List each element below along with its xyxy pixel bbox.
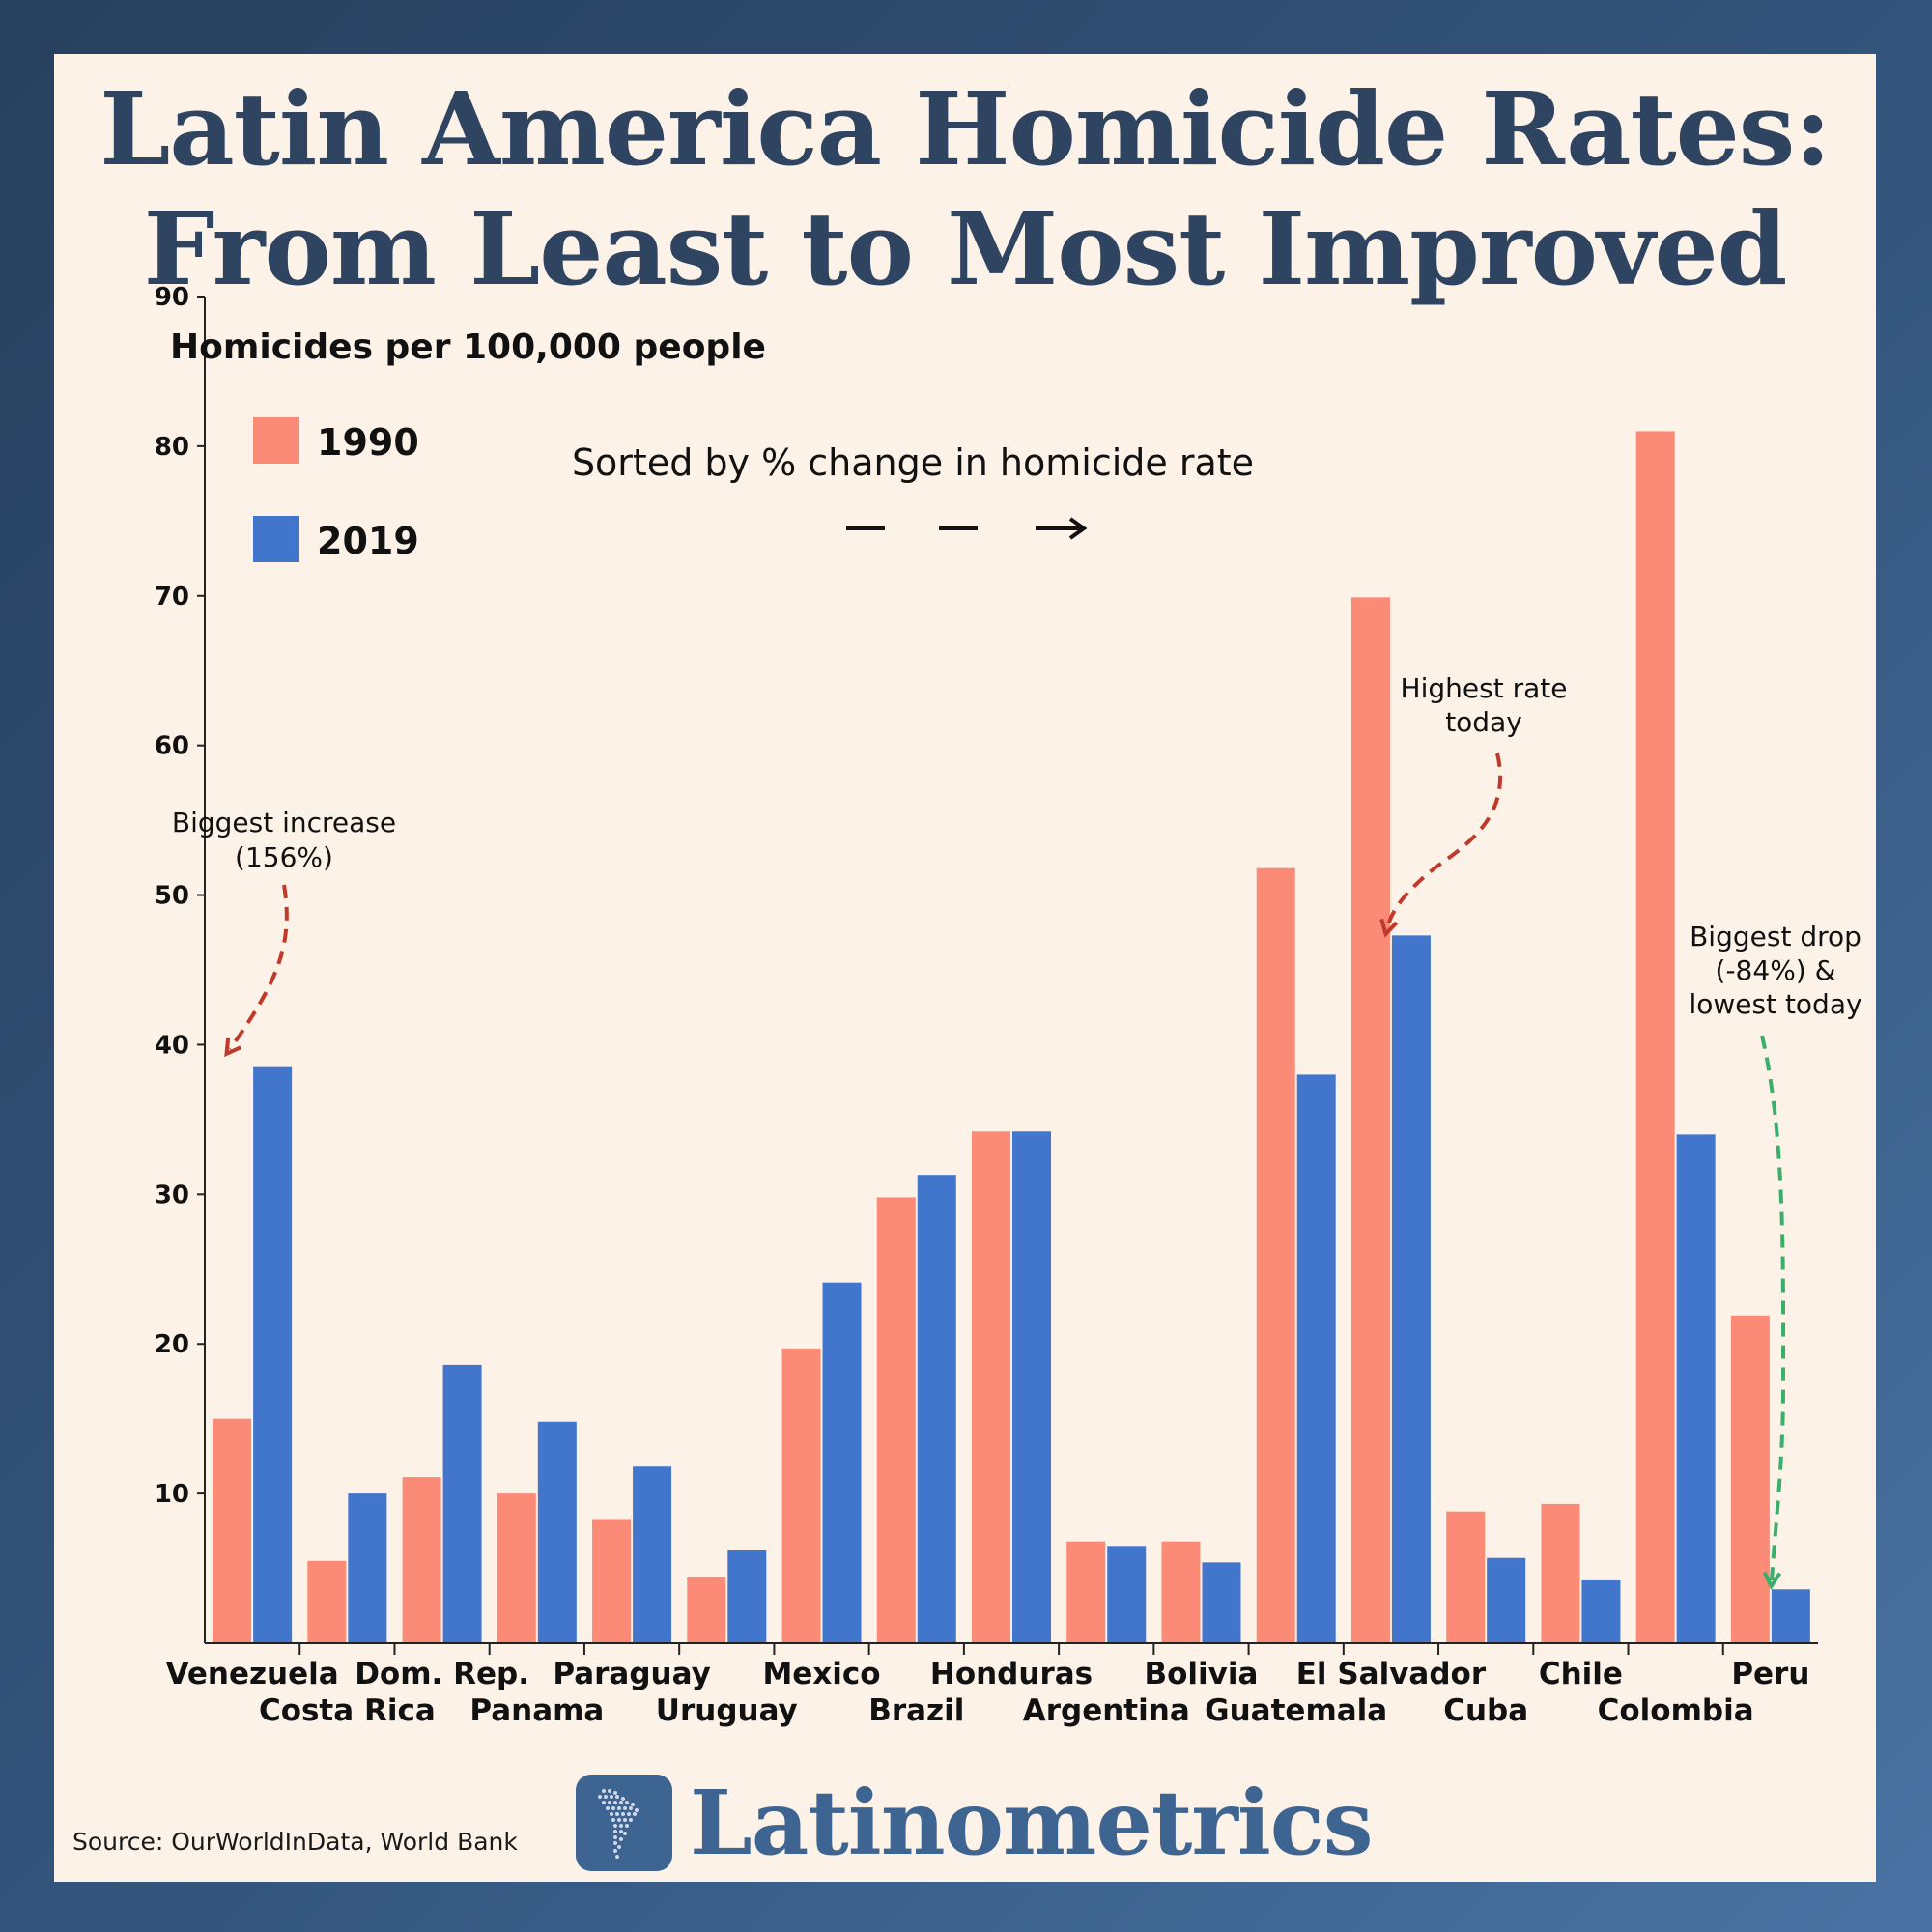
bar-1990-paraguay: [592, 1519, 632, 1643]
bar-2019-bolivia: [1202, 1562, 1241, 1643]
bar-1990-bolivia: [1161, 1541, 1201, 1643]
annotation-biggest-increase: Biggest increase (156%): [172, 807, 396, 1058]
bar-2019-honduras: [1012, 1131, 1051, 1643]
y-tick-label: 70: [155, 582, 189, 611]
x-label-paraguay: Paraguay: [553, 1657, 710, 1691]
x-label-colombia: Colombia: [1598, 1693, 1754, 1728]
brand-logo: Latinometrics: [576, 1770, 1374, 1876]
bar-1990-colombia: [1635, 431, 1675, 1643]
bar-2019-colombia: [1676, 1134, 1716, 1643]
bar-1990-honduras: [972, 1131, 1010, 1643]
bar-2019-brazil: [917, 1175, 956, 1643]
annotation-drop-line1: Biggest drop: [1690, 921, 1861, 952]
annotation-highest-line2: today: [1445, 706, 1522, 738]
x-label-mexico: Mexico: [762, 1657, 880, 1691]
bar-2019-mexico: [822, 1282, 862, 1643]
bar-2019-paraguay: [633, 1466, 672, 1643]
bar-1990-costa-rica: [307, 1560, 347, 1643]
bar-1990-mexico: [781, 1348, 821, 1643]
y-tick-label: 30: [155, 1180, 189, 1209]
x-label-chile: Chile: [1539, 1657, 1623, 1691]
annotation-increase-arrow: [224, 884, 289, 1058]
y-tick-label: 20: [155, 1330, 189, 1359]
x-label-peru: Peru: [1731, 1657, 1809, 1691]
infographic-card: Latin America Homicide Rates: From Least…: [54, 54, 1876, 1882]
x-label-panama: Panama: [469, 1693, 604, 1728]
x-label-uruguay: Uruguay: [656, 1693, 798, 1728]
bar-1990-uruguay: [687, 1577, 726, 1643]
source-note: Source: OurWorldInData, World Bank: [72, 1828, 518, 1856]
legend-label-1990: 1990: [317, 421, 419, 464]
y-tick-label: 60: [155, 732, 189, 761]
bar-1990-argentina: [1066, 1541, 1106, 1643]
annotation-drop-line3: lowest today: [1689, 988, 1861, 1020]
y-axis-label: Homicides per 100,000 people: [170, 327, 766, 367]
bar-1990-dom-rep-: [402, 1477, 441, 1643]
bar-2019-uruguay: [727, 1549, 767, 1643]
bar-2019-argentina: [1107, 1546, 1147, 1643]
annotation-biggest-drop: Biggest drop (-84%) & lowest today: [1689, 921, 1862, 1591]
x-label-venezuela: Venezuela: [166, 1657, 339, 1691]
chart-subtitle: Sorted by % change in homicide rate: [572, 441, 1254, 484]
brand-name: Latinometrics: [690, 1771, 1374, 1875]
legend-swatch-1990: [253, 417, 299, 464]
y-ticks-layer: 10 20 30 40 50 60 70 80 90: [155, 283, 205, 1509]
x-label-guatemala: Guatemala: [1205, 1693, 1387, 1728]
bar-2019-panama: [537, 1421, 577, 1643]
legend-swatch-2019: [253, 516, 299, 562]
bar-2019-venezuela: [253, 1066, 293, 1643]
legend-label-2019: 2019: [317, 520, 419, 562]
bar-2019-cuba: [1487, 1557, 1526, 1643]
sort-direction-arrow: [846, 517, 1088, 540]
y-tick-label: 10: [155, 1480, 189, 1509]
bar-1990-el-salvador: [1350, 597, 1390, 1643]
x-label-costa-rica: Costa Rica: [259, 1693, 436, 1728]
x-label-el-salvador: El Salvador: [1296, 1657, 1487, 1691]
annotation-drop-line2: (-84%) &: [1716, 954, 1836, 986]
annotation-highest-arrow: [1379, 753, 1503, 938]
annotation-increase-line1: Biggest increase: [172, 807, 396, 838]
title-line-2: From Least to Most Improved: [143, 189, 1788, 308]
annotation-increase-line2: (156%): [235, 841, 333, 873]
bar-2019-peru: [1771, 1589, 1810, 1643]
bar-1990-brazil: [876, 1197, 916, 1643]
bar-1990-venezuela: [213, 1418, 252, 1643]
bar-1990-guatemala: [1256, 867, 1295, 1643]
x-label-dom-rep-: Dom. Rep.: [355, 1657, 529, 1691]
y-tick-label: 80: [155, 433, 189, 462]
x-label-cuba: Cuba: [1443, 1693, 1528, 1728]
bar-1990-peru: [1730, 1315, 1770, 1643]
x-label-honduras: Honduras: [930, 1657, 1093, 1691]
y-tick-label: 50: [155, 882, 189, 911]
bar-1990-cuba: [1446, 1511, 1486, 1643]
annotation-drop-arrow: [1760, 1035, 1786, 1591]
bar-2019-costa-rica: [348, 1493, 387, 1643]
bar-2019-el-salvador: [1391, 935, 1431, 1643]
title-line-1: Latin America Homicide Rates:: [99, 70, 1831, 188]
x-label-brazil: Brazil: [868, 1693, 964, 1728]
bar-1990-chile: [1541, 1503, 1580, 1643]
annotation-highest-rate: Highest rate today: [1379, 672, 1568, 938]
south-america-map-icon: [576, 1775, 672, 1871]
x-label-argentina: Argentina: [1023, 1693, 1190, 1728]
bar-1990-panama: [497, 1493, 536, 1643]
page-title: Latin America Homicide Rates: From Least…: [54, 70, 1876, 309]
y-tick-label: 40: [155, 1031, 189, 1060]
y-tick-label: 90: [155, 283, 189, 312]
annotation-highest-line1: Highest rate: [1401, 672, 1568, 704]
x-label-bolivia: Bolivia: [1145, 1657, 1259, 1691]
bar-2019-guatemala: [1296, 1074, 1336, 1643]
bar-2019-chile: [1581, 1579, 1621, 1643]
bars-layer: [213, 431, 1810, 1643]
bar-2019-dom-rep-: [442, 1364, 482, 1643]
